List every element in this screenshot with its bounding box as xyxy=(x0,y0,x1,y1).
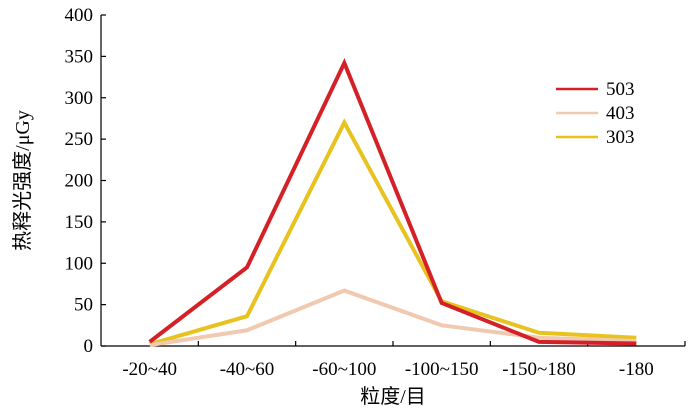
y-tick-label: 300 xyxy=(65,88,94,109)
y-tick-label: 250 xyxy=(65,129,94,150)
x-tick-label: -60~100 xyxy=(312,359,376,380)
y-axis-ticks: 0 50 100 150 200 250 300 350 400 xyxy=(65,5,106,357)
y-tick-label: 50 xyxy=(74,295,93,316)
series-line-303 xyxy=(149,118,637,347)
y-axis-title: 热释光强度/μGy xyxy=(11,110,34,251)
x-tick-label: -180 xyxy=(619,359,654,380)
legend-label: 403 xyxy=(606,103,635,124)
y-tick-label: 150 xyxy=(65,212,94,233)
y-tick-label: 400 xyxy=(65,5,94,26)
x-axis-title: 粒度/目 xyxy=(360,385,426,408)
x-tick-label: -40~60 xyxy=(220,359,275,380)
series-line-503 xyxy=(148,58,637,346)
series-line-403 xyxy=(149,288,637,348)
y-tick-label: 0 xyxy=(84,336,94,357)
y-tick-label: 350 xyxy=(65,46,94,67)
legend-label: 503 xyxy=(606,79,635,100)
x-tick-label: -100~150 xyxy=(405,359,479,380)
x-axis-ticks: -20~40 -40~60 -60~100 -100~150 -150~180 -180 xyxy=(122,341,686,380)
x-tick-label: -20~40 xyxy=(122,359,177,380)
series-lines xyxy=(148,58,637,348)
x-tick-label: -150~180 xyxy=(502,359,576,380)
legend-label: 303 xyxy=(606,127,635,148)
y-tick-label: 200 xyxy=(65,171,94,192)
y-tick-label: 100 xyxy=(65,253,94,274)
legend: 503 403 303 xyxy=(556,79,635,148)
